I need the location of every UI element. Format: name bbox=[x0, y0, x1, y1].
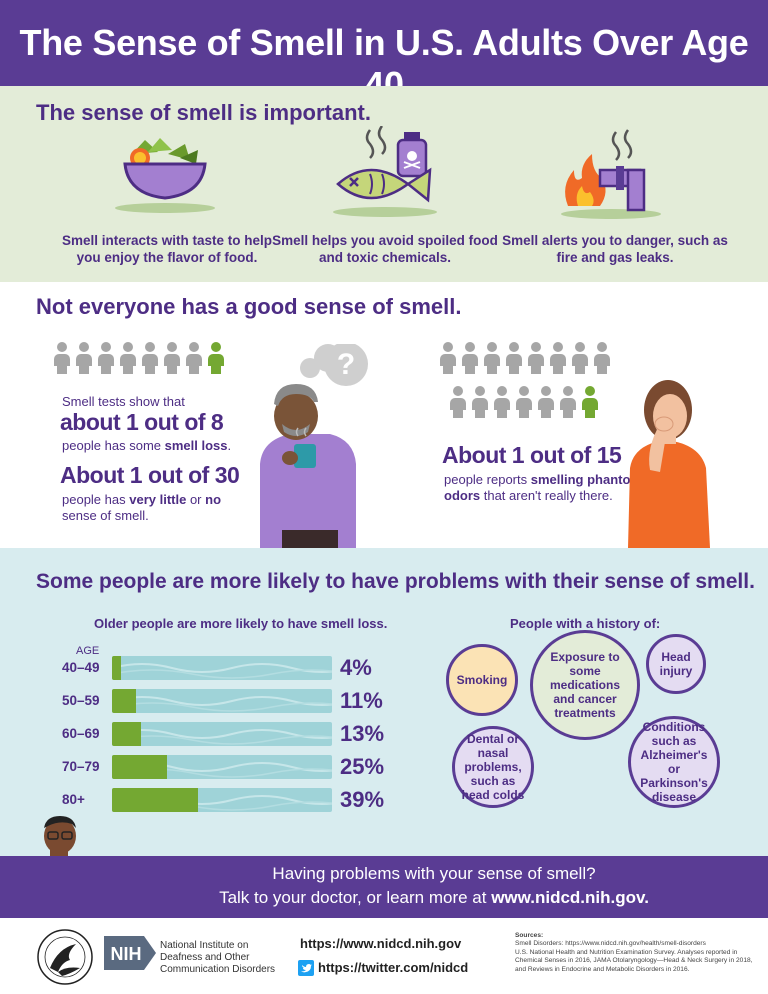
age-bar-fill bbox=[112, 656, 121, 680]
person-icon bbox=[484, 342, 500, 374]
person-icon bbox=[462, 342, 478, 374]
age-bar-fill bbox=[112, 788, 198, 812]
person-highlight-icon bbox=[582, 386, 598, 418]
cta-line1: Having problems with your sense of smell… bbox=[272, 864, 596, 883]
hhs-seal-logo bbox=[37, 929, 93, 985]
twitter-link[interactable]: https://twitter.com/nidcd bbox=[318, 960, 469, 975]
caption-danger: Smell alerts you to danger, such as fire… bbox=[502, 233, 728, 265]
person-icon bbox=[164, 342, 180, 374]
person-icon bbox=[516, 386, 532, 418]
age-bar-value-label: 39% bbox=[340, 787, 385, 812]
person-icon bbox=[572, 342, 588, 374]
section-importance: The sense of smell is important. bbox=[0, 86, 768, 282]
age-chart-heading: Older people are more likely to have sme… bbox=[94, 616, 388, 631]
svg-text:?: ? bbox=[337, 348, 355, 381]
history-bubble-conditions: Conditions such as Alzheimer's or Parkin… bbox=[628, 716, 720, 808]
stat-1-of-15: About 1 out of 15 bbox=[442, 442, 622, 468]
person-icon bbox=[120, 342, 136, 374]
people-row-1-of-15-top bbox=[440, 342, 610, 374]
person-icon bbox=[76, 342, 92, 374]
right-line1: people reports smelling phantom bbox=[444, 472, 642, 487]
header-banner: The Sense of Smell in U.S. Adults Over A… bbox=[0, 0, 768, 105]
history-bubble-dental: Dental or nasal problems, such as head c… bbox=[452, 726, 534, 808]
person-highlight-icon bbox=[208, 342, 224, 374]
section-likely-title: Some people are more likely to have prob… bbox=[36, 570, 755, 593]
age-bar-track bbox=[112, 722, 332, 746]
person-icon bbox=[450, 386, 466, 418]
age-category-label: 80+ bbox=[62, 792, 85, 807]
age-bar-fill bbox=[112, 689, 137, 713]
history-bubble-medications: Exposure to some medications and cancer … bbox=[530, 630, 640, 740]
person-icon bbox=[550, 342, 566, 374]
age-category-label: 40–49 bbox=[62, 660, 100, 675]
section-not-everyone: Not everyone has a good sense of smell. … bbox=[0, 282, 768, 548]
older-man-illustration: ? bbox=[260, 344, 368, 548]
sources-title: Sources: bbox=[515, 932, 544, 939]
person-icon bbox=[538, 386, 554, 418]
footer: NIH National Institute on Deafness and O… bbox=[0, 918, 768, 994]
person-icon bbox=[506, 342, 522, 374]
person-icon bbox=[528, 342, 544, 374]
age-bar-track bbox=[112, 788, 332, 812]
age-bar-value-label: 13% bbox=[340, 721, 385, 746]
left-line1: Smell tests show that bbox=[62, 394, 185, 409]
sources-line1: Smell Disorders: https://www.nidcd.nih.g… bbox=[515, 940, 706, 948]
spoiled-fish-poison-icon bbox=[333, 126, 437, 217]
age-bar-fill bbox=[112, 722, 141, 746]
caption-flavor: Smell interacts with taste to help you e… bbox=[61, 233, 273, 265]
person-icon bbox=[54, 342, 70, 374]
age-bar-track bbox=[112, 689, 332, 713]
person-icon bbox=[594, 342, 610, 374]
cta-link[interactable]: www.nidcd.nih.gov. bbox=[491, 888, 649, 907]
website-link[interactable]: https://www.nidcd.nih.gov bbox=[300, 936, 462, 951]
person-icon bbox=[472, 386, 488, 418]
nih-institute-name: National Institute on Deafness and Other… bbox=[160, 940, 276, 975]
person-icon bbox=[440, 342, 456, 374]
caption-spoiled: Smell helps you avoid spoiled food and t… bbox=[272, 233, 498, 265]
section-likely: Some people are more likely to have prob… bbox=[0, 548, 768, 856]
history-bubble-head-injury: Head injury bbox=[646, 634, 706, 694]
age-bar-track bbox=[112, 755, 332, 779]
cta-line2: Talk to your doctor, or learn more at ww… bbox=[219, 888, 649, 907]
age-bar-track bbox=[112, 656, 332, 680]
history-heading: People with a history of: bbox=[510, 616, 661, 631]
age-bar-value-label: 4% bbox=[340, 655, 372, 680]
age-category-label: 70–79 bbox=[62, 759, 100, 774]
age-category-label: 50–59 bbox=[62, 693, 100, 708]
section-importance-title: The sense of smell is important. bbox=[36, 100, 371, 125]
left-line2: people has some smell loss. bbox=[62, 438, 232, 453]
people-row-1-of-8 bbox=[54, 342, 224, 374]
person-icon bbox=[142, 342, 158, 374]
fire-gas-pipe-icon bbox=[561, 129, 661, 219]
svg-text:NIH: NIH bbox=[111, 944, 142, 964]
sources-line2: U.S. National Health and Nutrition Exami… bbox=[515, 948, 753, 973]
section-not-everyone-title: Not everyone has a good sense of smell. bbox=[36, 294, 462, 319]
age-bar-value-label: 25% bbox=[340, 754, 385, 779]
age-bar-fill bbox=[112, 755, 167, 779]
people-row-1-of-15-bottom bbox=[450, 386, 598, 418]
age-axis-label: AGE bbox=[76, 645, 100, 657]
stat-1-of-30: About 1 out of 30 bbox=[60, 462, 240, 488]
right-line2: odors that aren't really there. bbox=[444, 488, 613, 503]
left-line3: people has very little or no bbox=[62, 492, 222, 507]
nih-logo: NIH bbox=[104, 936, 156, 970]
woman-illustration bbox=[628, 380, 710, 548]
sources-block: Sources: Smell Disorders: https://www.ni… bbox=[515, 932, 760, 974]
history-bubble-smoking: Smoking bbox=[446, 644, 518, 716]
person-icon bbox=[494, 386, 510, 418]
stat-1-of-8: about 1 out of 8 bbox=[60, 409, 224, 435]
person-icon bbox=[186, 342, 202, 374]
person-icon bbox=[98, 342, 114, 374]
age-bar-value-label: 11% bbox=[340, 688, 383, 713]
cta-banner: Having problems with your sense of smell… bbox=[0, 856, 768, 918]
twitter-icon[interactable] bbox=[298, 960, 314, 976]
page-title: The Sense of Smell in U.S. Adults Over A… bbox=[19, 22, 749, 105]
person-icon bbox=[560, 386, 576, 418]
age-category-label: 60–69 bbox=[62, 726, 100, 741]
left-line4: sense of smell. bbox=[62, 508, 149, 523]
salad-bowl-icon bbox=[115, 138, 215, 213]
